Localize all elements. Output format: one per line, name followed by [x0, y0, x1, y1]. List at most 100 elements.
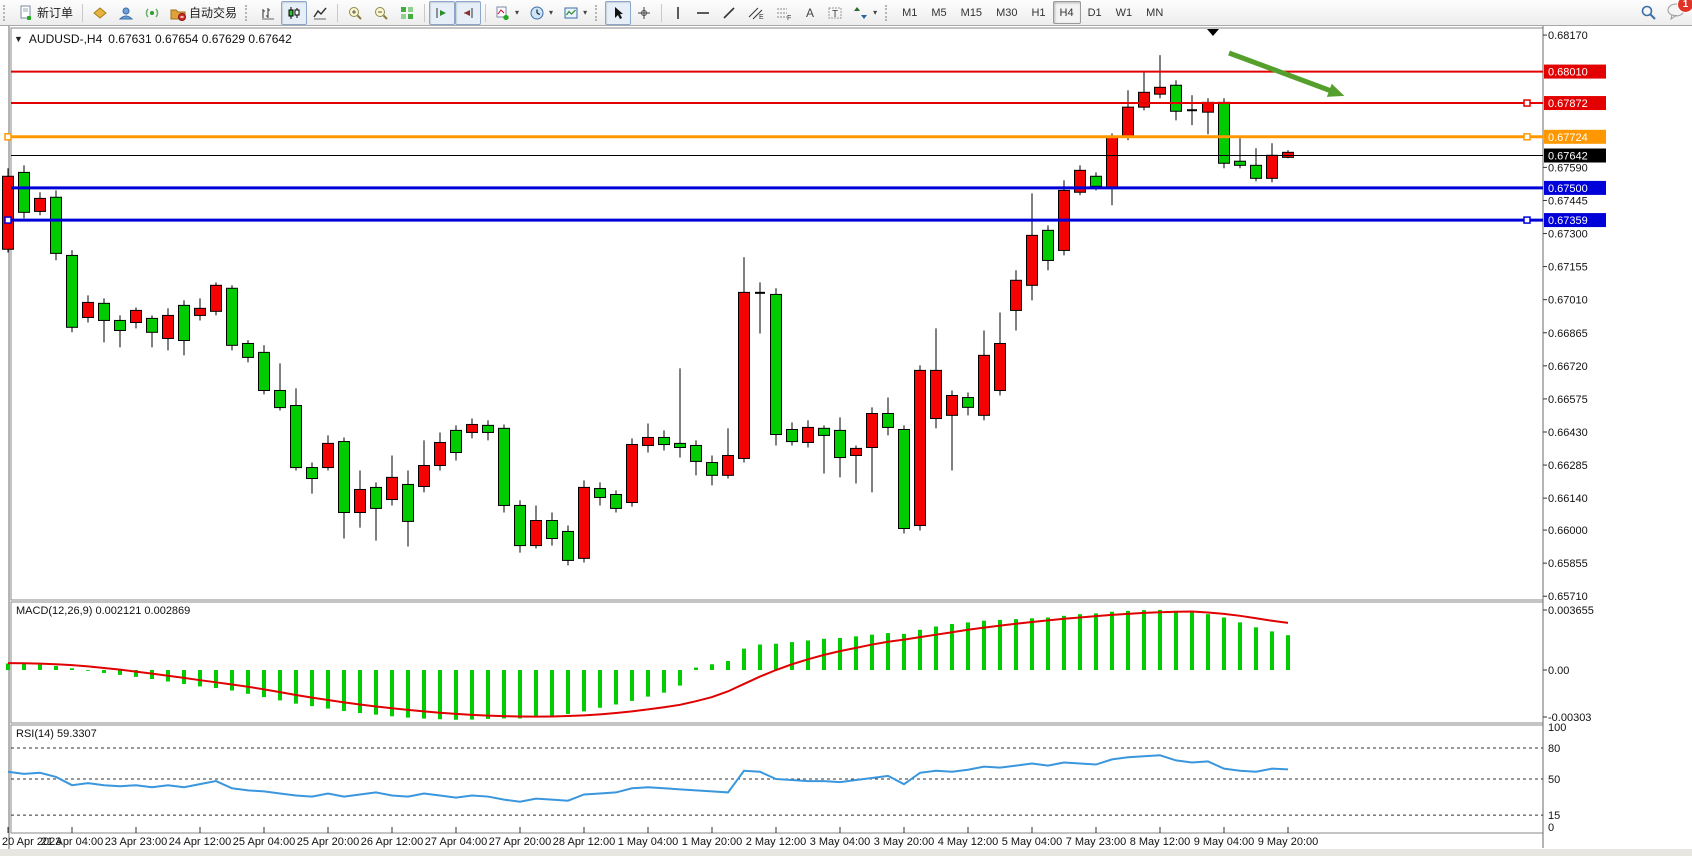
- macd-signal-line: [7, 610, 1289, 718]
- separator: [424, 3, 426, 22]
- signals-button[interactable]: [139, 1, 165, 25]
- candle-body: [162, 314, 174, 339]
- candle-body: [1106, 136, 1118, 188]
- candle-body: [706, 462, 718, 476]
- market-watch-icon: [93, 6, 107, 19]
- timeframe-m30[interactable]: M30: [996, 6, 1018, 19]
- trendline-button[interactable]: [716, 1, 742, 25]
- candle-body: [98, 302, 110, 321]
- chart-canvas[interactable]: 0.68170 0.67590 0.67445 0.67300 0.67155 0.670…: [0, 26, 1692, 856]
- candle-body: [82, 301, 94, 318]
- chart-shift-button[interactable]: [455, 0, 482, 25]
- bar-chart-button[interactable]: [255, 1, 281, 25]
- indicators-button[interactable]: ▾: [490, 1, 524, 25]
- svg-text:E: E: [759, 14, 764, 21]
- toolbar-grip[interactable]: [3, 4, 10, 21]
- candle-body: [338, 441, 350, 514]
- candle-body: [1218, 101, 1230, 164]
- candle-body: [194, 307, 206, 316]
- toolbar-grip[interactable]: [245, 4, 252, 21]
- timeframe-m5[interactable]: M5: [931, 6, 947, 19]
- candle-body: [786, 428, 798, 443]
- candle-chart-icon: [288, 6, 300, 19]
- tile-windows-icon: [401, 6, 414, 19]
- toolbar-grip[interactable]: [885, 4, 892, 21]
- price-tick-label: 0.66865: [1548, 328, 1588, 340]
- price-tick-label: 0.65855: [1548, 558, 1588, 570]
- time-tick-label: 26 Apr 12:00: [361, 836, 423, 848]
- candle-chart-button[interactable]: [281, 0, 308, 25]
- navigator-button[interactable]: [113, 1, 139, 25]
- time-tick-label: 25 Apr 04:00: [233, 836, 295, 848]
- timeframe-h1[interactable]: H1: [1031, 6, 1046, 19]
- rsi-axis-label: 0: [1548, 822, 1554, 834]
- candle-body: [146, 317, 158, 333]
- new-order-button[interactable]: 新订单: [13, 1, 78, 25]
- chat-button[interactable]: 1: [1666, 0, 1692, 23]
- arrows-icon: [854, 6, 868, 19]
- line-handle[interactable]: [1523, 133, 1531, 141]
- candle-body: [370, 486, 382, 509]
- fibonacci-icon: F: [777, 8, 791, 21]
- price-line-badge-label: 0.67872: [1548, 98, 1588, 110]
- time-tick-label: 8 May 12:00: [1130, 836, 1191, 848]
- candle-body: [1074, 169, 1086, 193]
- timeframe-m1[interactable]: M1: [902, 6, 918, 19]
- notification-badge: 1: [1677, 0, 1692, 13]
- tile-windows-button[interactable]: [394, 1, 420, 25]
- search-icon[interactable]: [1640, 4, 1658, 22]
- cursor-icon: [615, 6, 624, 19]
- trendline-icon: [723, 6, 735, 19]
- price-tick-label: 0.66285: [1548, 460, 1588, 472]
- time-tick-label: 3 May 04:00: [810, 836, 871, 848]
- price-tick-label: 0.67155: [1548, 262, 1588, 274]
- equidistant-channel-button[interactable]: E: [742, 1, 770, 25]
- timeframe-d1[interactable]: D1: [1087, 6, 1102, 19]
- new-order-label: 新订单: [37, 6, 74, 20]
- candle-body: [178, 304, 190, 342]
- text-button[interactable]: A: [798, 1, 822, 25]
- market-watch-button[interactable]: [87, 1, 113, 25]
- candle-body: [482, 424, 494, 433]
- chart-shift-icon: [464, 7, 473, 18]
- auto-scroll-button[interactable]: [429, 0, 456, 25]
- candle-body: [818, 427, 830, 436]
- line-handle[interactable]: [1523, 99, 1531, 107]
- candle-body: [274, 389, 286, 409]
- cursor-button[interactable]: [605, 0, 632, 25]
- candle-body: [690, 444, 702, 462]
- candle-body: [1122, 106, 1134, 138]
- candle-body: [498, 427, 510, 506]
- line-handle[interactable]: [4, 216, 12, 224]
- trend-arrow-line[interactable]: [1228, 50, 1335, 95]
- fibonacci-button[interactable]: F: [770, 1, 798, 25]
- timeframe-mn[interactable]: MN: [1146, 6, 1164, 19]
- timeframe-w1[interactable]: W1: [1115, 6, 1133, 19]
- line-handle[interactable]: [1523, 216, 1531, 224]
- crosshair-button[interactable]: [631, 1, 657, 25]
- autotrade-button[interactable]: 自动交易: [165, 1, 242, 25]
- candle-body: [1090, 175, 1102, 187]
- toolbar-grip[interactable]: [595, 4, 602, 21]
- arrows-button[interactable]: ▾: [848, 1, 882, 25]
- price-line-badge-label: 0.68010: [1548, 67, 1588, 79]
- chart-shift-marker[interactable]: [1207, 29, 1219, 36]
- vertical-line-button[interactable]: [666, 1, 690, 25]
- candle-body: [802, 426, 814, 443]
- collapse-triangle-icon[interactable]: ▼: [14, 34, 23, 44]
- periods-button[interactable]: ▾: [524, 1, 558, 25]
- timeframe-m15[interactable]: M15: [960, 6, 983, 19]
- timeframe-h4[interactable]: H4: [1052, 1, 1081, 24]
- text-label-icon: T: [828, 7, 842, 20]
- candle-body: [1138, 91, 1150, 108]
- templates-button[interactable]: ▾: [558, 1, 592, 25]
- candle-body: [1250, 164, 1262, 179]
- symbol-period-label: AUDUSD-,H4: [28, 32, 103, 46]
- line-chart-button[interactable]: [307, 1, 333, 25]
- horizontal-line-button[interactable]: [690, 1, 716, 25]
- zoom-in-button[interactable]: [342, 1, 368, 25]
- text-label-button[interactable]: T: [822, 1, 848, 25]
- line-handle[interactable]: [4, 133, 12, 141]
- zoom-out-button[interactable]: [368, 1, 394, 25]
